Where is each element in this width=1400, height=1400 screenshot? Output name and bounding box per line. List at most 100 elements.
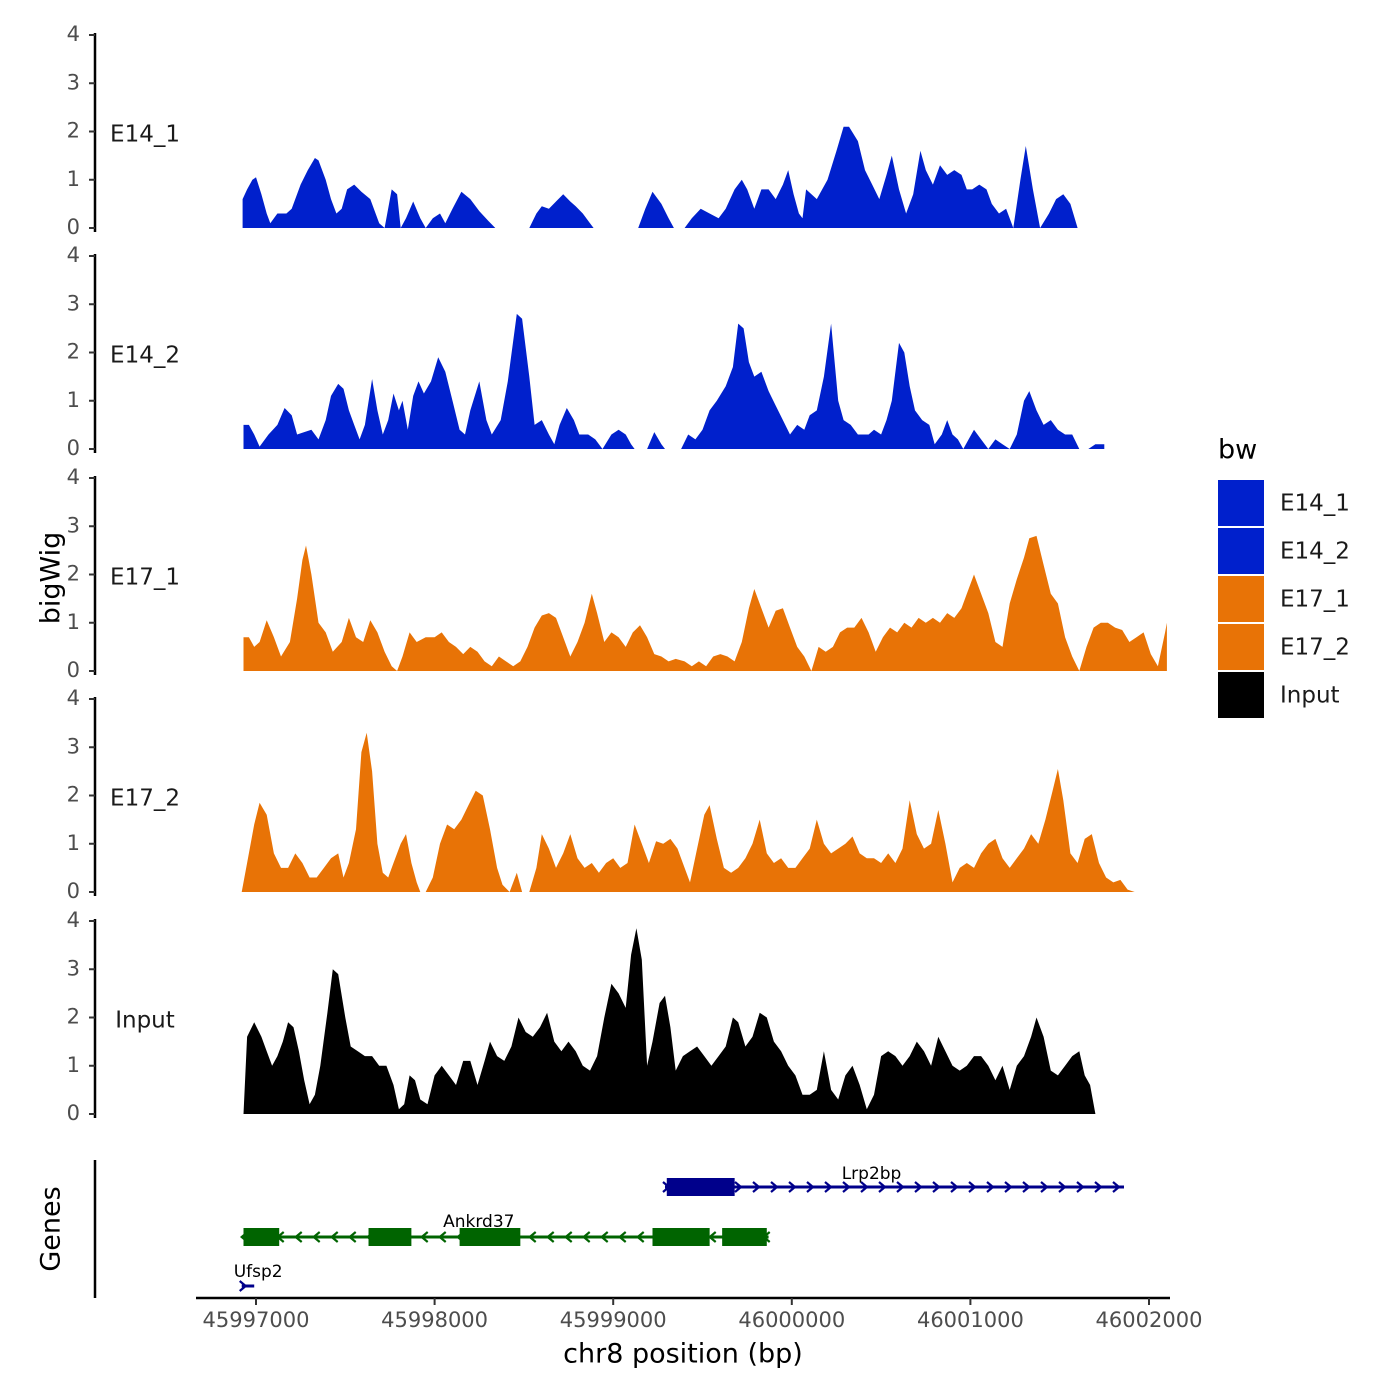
- genes-track: Lrp2bp Ankrd37 Ufsp2: [93, 1160, 1124, 1298]
- strand-arrow: [770, 1181, 779, 1193]
- legend-label: E17_1: [1280, 587, 1350, 613]
- x-tick-label: 45999000: [560, 1308, 667, 1332]
- exon: [722, 1228, 767, 1246]
- strand-arrow: [419, 1231, 429, 1243]
- y-tick-label: 3: [67, 291, 80, 315]
- strand-arrow: [707, 1231, 717, 1243]
- coverage-tracks: 0 1 2 3 4 E14_1 0 1 2 3 4 E14_2 0 1 2 3 4 E17_1 0 1 2 3 4 E17_2…: [67, 22, 1167, 1125]
- strand-arrow: [842, 1181, 851, 1193]
- y-tick-label: 0: [67, 215, 80, 239]
- strand-arrow: [968, 1181, 977, 1193]
- legend: E14_1 E14_2 E17_1 E17_2 Input: [1218, 480, 1350, 718]
- strand-arrow: [932, 1181, 941, 1193]
- x-tick-label: 46000000: [738, 1308, 845, 1332]
- strand-arrow: [617, 1231, 627, 1243]
- strand-arrow: [734, 1181, 743, 1193]
- coverage-area-E17_1: [243, 535, 1167, 671]
- exon: [666, 1178, 735, 1196]
- strand-arrow: [635, 1231, 645, 1243]
- legend-label: E14_2: [1280, 539, 1350, 565]
- legend-item-Input: Input: [1218, 672, 1340, 718]
- y-tick-label: 2: [67, 562, 80, 586]
- exon: [243, 1228, 280, 1246]
- strand-arrow: [347, 1231, 357, 1243]
- strand-arrow: [1040, 1181, 1049, 1193]
- strand-arrow: [581, 1231, 591, 1243]
- y-tick-label: 2: [67, 340, 80, 364]
- strand-arrow: [1094, 1181, 1103, 1193]
- x-axis-title: chr8 position (bp): [563, 1339, 803, 1370]
- track-label: E17_1: [110, 565, 180, 591]
- strand-arrow: [1112, 1181, 1121, 1193]
- strand-arrow: [239, 1280, 248, 1292]
- genes-track-title: Genes: [36, 1186, 67, 1271]
- exon: [652, 1228, 710, 1246]
- y-tick-label: 3: [67, 734, 80, 758]
- strand-arrow: [545, 1231, 555, 1243]
- x-tick-label: 45998000: [381, 1308, 488, 1332]
- y-axis-title: bigWig: [36, 532, 67, 625]
- strand-arrow: [914, 1181, 923, 1193]
- legend-label: E14_1: [1280, 491, 1350, 517]
- strand-arrow: [599, 1231, 609, 1243]
- strand-arrow: [1022, 1181, 1031, 1193]
- legend-swatch: [1218, 528, 1264, 574]
- legend-item-E17_2: E17_2: [1218, 624, 1350, 670]
- strand-arrow: [860, 1181, 869, 1193]
- legend-title: bw: [1218, 435, 1257, 466]
- y-tick-label: 2: [67, 783, 80, 807]
- strand-arrow: [1004, 1181, 1013, 1193]
- y-tick-label: 0: [67, 436, 80, 460]
- y-tick-label: 3: [67, 956, 80, 980]
- y-tick-label: 1: [67, 1053, 80, 1077]
- y-tick-label: 4: [67, 465, 80, 489]
- strand-arrow: [311, 1231, 321, 1243]
- y-tick-label: 2: [67, 1005, 80, 1029]
- y-tick-label: 4: [67, 22, 80, 46]
- exon: [459, 1228, 521, 1246]
- gene-Ankrd37: Ankrd37: [239, 1212, 771, 1246]
- legend-item-E17_1: E17_1: [1218, 576, 1350, 622]
- gene-label: Ankrd37: [443, 1212, 514, 1232]
- x-axis: 45997000 45998000 45999000 46000000 46001000…: [196, 1296, 1203, 1332]
- track-E17_1: 0 1 2 3 4 E17_1: [67, 465, 1167, 682]
- track-label: E17_2: [110, 786, 180, 812]
- strand-arrow: [788, 1181, 797, 1193]
- track-E17_2: 0 1 2 3 4 E17_2: [67, 686, 1135, 903]
- strand-arrow: [806, 1181, 815, 1193]
- legend-label: E17_2: [1280, 635, 1350, 661]
- legend-swatch: [1218, 480, 1264, 526]
- strand-arrow: [437, 1231, 447, 1243]
- gene-Lrp2bp: Lrp2bp: [662, 1164, 1124, 1196]
- track-label: E14_1: [110, 122, 180, 148]
- x-tick-label: 45997000: [203, 1308, 310, 1332]
- strand-arrow: [293, 1231, 303, 1243]
- y-tick-label: 0: [67, 658, 80, 682]
- gene-label: Lrp2bp: [842, 1164, 902, 1184]
- strand-arrow: [1058, 1181, 1067, 1193]
- x-tick-label: 46001000: [917, 1308, 1024, 1332]
- y-tick-label: 4: [67, 908, 80, 932]
- y-tick-label: 1: [67, 610, 80, 634]
- coverage-area-E14_2: [243, 313, 1105, 449]
- strand-arrow: [878, 1181, 887, 1193]
- coverage-area-E14_1: [242, 126, 1087, 228]
- legend-swatch: [1218, 672, 1264, 718]
- y-tick-label: 1: [67, 167, 80, 191]
- track-label: Input: [115, 1008, 175, 1034]
- strand-arrow: [329, 1231, 339, 1243]
- track-E14_1: 0 1 2 3 4 E14_1: [67, 22, 1087, 239]
- strand-arrow: [986, 1181, 995, 1193]
- strand-arrow: [824, 1181, 833, 1193]
- y-tick-label: 1: [67, 831, 80, 855]
- y-tick-label: 4: [67, 243, 80, 267]
- x-tick-label: 46002000: [1096, 1308, 1203, 1332]
- y-tick-label: 1: [67, 388, 80, 412]
- legend-swatch: [1218, 576, 1264, 622]
- y-tick-label: 4: [67, 686, 80, 710]
- legend-swatch: [1218, 624, 1264, 670]
- exon: [368, 1228, 412, 1246]
- strand-arrow: [1076, 1181, 1085, 1193]
- track-label: E14_2: [110, 343, 180, 369]
